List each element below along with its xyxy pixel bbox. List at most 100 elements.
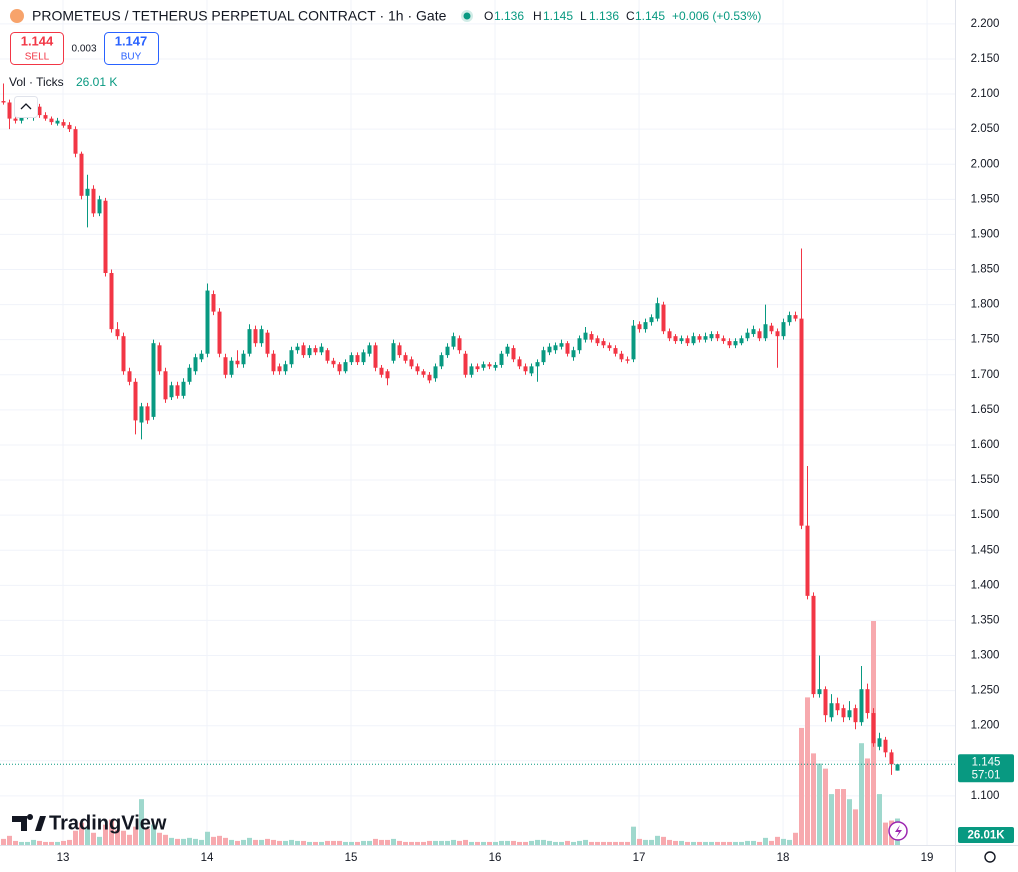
ohlc-label: H (533, 9, 542, 23)
buy-button[interactable] (104, 32, 159, 65)
volume-bar (547, 840, 552, 845)
candle-body (655, 303, 660, 319)
volume-bar (211, 836, 216, 845)
candle-body (577, 338, 582, 351)
candle-body (559, 343, 564, 347)
volume-bar (865, 758, 870, 845)
sell-price[interactable]: 1.144 (21, 33, 54, 48)
volume-bar (271, 839, 276, 845)
symbol-icon (10, 9, 24, 23)
y-tick-label: 2.050 (971, 123, 1000, 135)
volume-bar (733, 841, 738, 845)
volume-bar (223, 837, 228, 845)
volume-bar (19, 841, 24, 845)
sell-label[interactable]: SELL (25, 52, 50, 63)
candle-body (529, 366, 534, 374)
candle-body (367, 345, 372, 354)
volume-bar (277, 840, 282, 845)
candle-body (793, 315, 798, 319)
volume-bar (475, 841, 480, 845)
volume-bar (349, 841, 354, 845)
candle-body (409, 359, 414, 367)
candle-body (817, 689, 822, 695)
volume-bar (589, 841, 594, 845)
y-tick-label: 1.750 (971, 334, 1000, 346)
candle-body (319, 346, 324, 353)
volume-bar (781, 838, 786, 845)
candle-body (37, 106, 42, 116)
candle-body (181, 381, 186, 396)
sell-button[interactable] (10, 32, 64, 65)
volume-bar (559, 841, 564, 845)
buy-label[interactable]: BUY (121, 52, 142, 63)
y-tick-label: 1.900 (971, 228, 1000, 240)
volume-bar (799, 727, 804, 845)
buy-price[interactable]: 1.147 (115, 33, 148, 48)
settings-icon[interactable] (984, 851, 996, 863)
candle-body (337, 364, 342, 372)
volume-bar (319, 841, 324, 845)
candle-body (439, 355, 444, 367)
candle-body (139, 406, 144, 423)
ohlc-value: 1.136 (494, 9, 524, 23)
volume-bar (385, 839, 390, 845)
candle-body (289, 350, 294, 365)
volume-bar (55, 841, 60, 845)
volume-bar (571, 841, 576, 845)
candle-body (847, 710, 852, 718)
volume-bar (25, 841, 30, 845)
y-tick-label: 2.100 (971, 88, 1000, 100)
candle-body (331, 360, 336, 365)
x-tick-label: 15 (345, 852, 358, 864)
volume-bar (169, 837, 174, 845)
candle-body (349, 355, 354, 363)
volume-bar (835, 789, 840, 845)
candle-body (667, 331, 672, 339)
volume-bar (505, 840, 510, 845)
volume-bar (253, 839, 258, 845)
candle-body (265, 332, 270, 354)
volume-bar (283, 840, 288, 845)
candle-body (733, 341, 738, 346)
candle-body (583, 332, 588, 340)
volume-bar (667, 839, 672, 845)
volume-bar (661, 836, 666, 845)
candle-body (241, 353, 246, 365)
candle-body (553, 345, 558, 351)
volume-bar (175, 838, 180, 845)
candle-body (859, 689, 864, 723)
volume-bar (259, 839, 264, 845)
candle-body (595, 338, 600, 344)
ohlc-value: 1.145 (635, 9, 665, 23)
candle-body (151, 343, 156, 417)
candle-body (619, 353, 624, 360)
candle-body (547, 346, 552, 353)
candle-body (511, 348, 516, 360)
volume-bar (307, 841, 312, 845)
volume-bar (91, 832, 96, 845)
candle-body (187, 367, 192, 382)
candle-body (283, 364, 288, 372)
candle-body (445, 346, 450, 356)
candle-body (223, 357, 228, 375)
candle-body (85, 188, 90, 196)
candle-body (715, 334, 720, 339)
volume-bar (685, 841, 690, 845)
collapse-button[interactable] (14, 96, 38, 118)
candle-body (217, 311, 222, 354)
candle-body (895, 764, 900, 771)
y-tick-label: 2.000 (971, 158, 1000, 170)
candle-body (133, 381, 138, 421)
candle-body (811, 595, 816, 695)
alert-bolt[interactable] (895, 825, 902, 838)
chart-title: PROMETEUS / TETHERUS PERPETUAL CONTRACT … (32, 8, 447, 24)
candle-body (313, 348, 318, 353)
y-tick-label: 2.200 (971, 18, 1000, 30)
collapse-icon[interactable] (20, 103, 32, 110)
volume-bar (673, 840, 678, 845)
candle-body (493, 364, 498, 368)
candle-body (229, 360, 234, 375)
volume-bar (517, 841, 522, 845)
